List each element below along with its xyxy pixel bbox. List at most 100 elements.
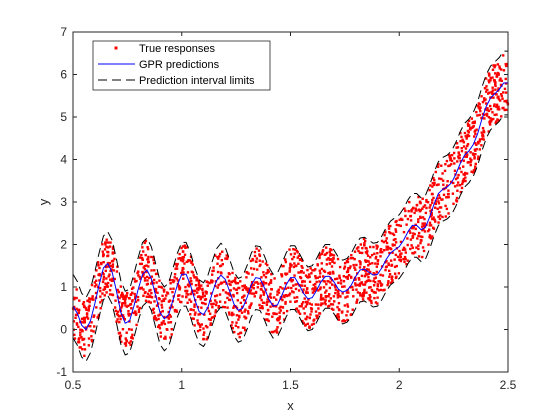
scatter-point <box>438 177 441 180</box>
scatter-point <box>153 287 156 291</box>
scatter-point <box>398 253 402 256</box>
scatter-point <box>322 286 326 289</box>
scatter-point <box>268 300 271 303</box>
scatter-point <box>342 275 346 278</box>
scatter-point <box>410 244 413 247</box>
scatter-point <box>80 317 84 321</box>
scatter-point <box>86 317 90 320</box>
scatter-point <box>285 294 289 298</box>
scatter-point <box>261 260 264 263</box>
scatter-point <box>357 276 360 280</box>
y-tick-label: -1 <box>56 365 67 379</box>
scatter-point <box>317 303 320 306</box>
scatter-point <box>364 251 368 254</box>
y-tick-label: 5 <box>60 110 67 124</box>
scatter-point <box>145 264 148 267</box>
scatter-point <box>284 273 288 276</box>
scatter-point <box>104 282 107 285</box>
scatter-point <box>302 271 305 274</box>
x-axis: 0.5 1 1.5 2 2.5 <box>65 32 517 392</box>
scatter-point <box>424 211 428 215</box>
scatter-point <box>116 310 120 313</box>
scatter-point <box>284 260 288 264</box>
scatter-point <box>226 296 229 300</box>
scatter-point <box>141 271 145 274</box>
scatter-point <box>187 259 190 262</box>
scatter-point <box>153 269 156 272</box>
scatter-point <box>196 319 199 322</box>
scatter-point <box>337 292 340 295</box>
scatter-point <box>491 86 494 89</box>
scatter-point <box>131 337 134 340</box>
scatter-point <box>325 258 329 261</box>
scatter-point <box>413 251 417 254</box>
scatter-point <box>196 278 199 281</box>
scatter-point <box>246 290 250 294</box>
scatter-point <box>476 140 480 144</box>
scatter-point <box>333 261 336 265</box>
scatter-point <box>408 200 411 204</box>
scatter-point <box>441 179 445 182</box>
scatter-point <box>427 243 430 246</box>
scatter-point <box>137 270 140 273</box>
scatter-point <box>466 129 470 133</box>
scatter-point <box>129 293 133 297</box>
scatter-point <box>143 241 146 245</box>
scatter-point <box>164 335 167 339</box>
scatter-point <box>373 281 377 284</box>
scatter-point <box>306 268 309 272</box>
scatter-point <box>120 302 124 305</box>
scatter-point <box>277 291 281 294</box>
scatter-point <box>302 307 305 310</box>
scatter-point <box>169 282 172 285</box>
scatter-point <box>323 253 326 256</box>
scatter-point <box>271 330 275 334</box>
scatter-point <box>76 313 79 317</box>
scatter-point <box>221 250 224 253</box>
scatter-point <box>93 275 96 278</box>
scatter-point <box>382 240 386 244</box>
scatter-point <box>202 302 205 305</box>
scatter-point <box>349 313 353 317</box>
scatter-point <box>100 299 104 302</box>
scatter-point <box>85 315 89 319</box>
scatter-point <box>288 270 291 273</box>
scatter-point <box>364 272 368 275</box>
scatter-point <box>324 299 327 302</box>
scatter-point <box>505 108 508 112</box>
scatter-point <box>172 279 176 282</box>
scatter-point <box>163 288 166 292</box>
scatter-point <box>299 275 302 279</box>
scatter-point <box>432 227 436 230</box>
scatter-point <box>130 307 133 310</box>
scatter-point <box>385 237 388 240</box>
scatter-point <box>308 275 311 279</box>
scatter-point <box>296 282 299 286</box>
scatter-point <box>120 291 124 295</box>
scatter-point <box>281 287 284 290</box>
scatter-point <box>342 280 346 283</box>
scatter-point <box>329 252 332 256</box>
scatter-point <box>367 264 370 267</box>
scatter-point <box>203 331 206 334</box>
scatter-point <box>320 267 324 271</box>
scatter-point <box>289 300 292 303</box>
scatter-point <box>324 302 327 306</box>
scatter-point <box>338 274 341 277</box>
scatter-point <box>128 313 132 316</box>
scatter-point <box>329 254 332 257</box>
scatter-point <box>237 326 240 329</box>
scatter-point <box>218 255 221 258</box>
scatter-point <box>353 250 357 253</box>
scatter-point <box>157 285 161 289</box>
scatter-point <box>292 248 295 251</box>
scatter-point <box>386 248 389 251</box>
scatter-point <box>93 325 96 328</box>
scatter-point <box>411 207 414 211</box>
scatter-point <box>206 326 209 329</box>
scatter-point <box>501 97 504 100</box>
scatter-point <box>293 274 296 277</box>
scatter-point <box>344 296 347 299</box>
scatter-point <box>215 294 219 297</box>
scatter-point <box>300 302 304 306</box>
